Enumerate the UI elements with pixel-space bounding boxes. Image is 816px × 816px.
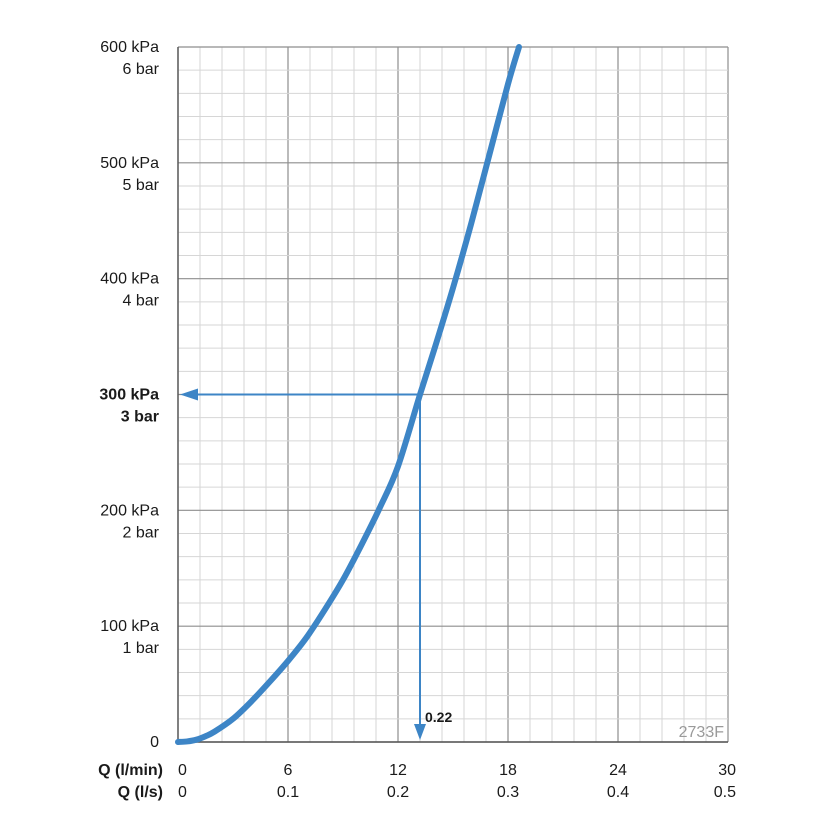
x-axis-label-ls: Q (l/s): [118, 784, 163, 801]
x-tick-label-ls: 0.3: [497, 784, 519, 801]
operating-point-annotation: 0.22: [180, 388, 452, 740]
x-tick-label-ls: 0.2: [387, 784, 409, 801]
annotation-arrowhead-down: [414, 724, 426, 740]
annotation-arrowhead-left: [180, 388, 198, 401]
x-axis-ticks: 0 6 12 18 24 30 0 0.1 0.2 0.3 0.4 0.5: [178, 762, 736, 801]
x-tick-label-ls: 0.5: [714, 784, 736, 801]
y-tick-label-kpa: 100 kPa: [100, 618, 159, 635]
x-tick-label-lmin: 12: [389, 762, 407, 779]
series-layer: [175, 44, 522, 745]
x-tick-label-ls: 0: [178, 784, 187, 801]
chart-watermark: 2733F: [679, 724, 725, 741]
chart-grid: [177, 46, 729, 743]
y-tick-label-kpa: 0: [150, 734, 159, 751]
x-tick-label-lmin: 30: [718, 762, 736, 779]
x-axis-label-lmin: Q (l/min): [98, 762, 163, 779]
y-tick-label-kpa: 500 kPa: [100, 155, 159, 172]
y-tick-label-bar: 5 bar: [123, 177, 160, 194]
x-tick-label-lmin: 24: [609, 762, 627, 779]
y-tick-label-kpa: 600 kPa: [100, 39, 159, 56]
y-tick-label-kpa: 200 kPa: [100, 502, 159, 519]
y-axis-ticks: 0 100 kPa 1 bar 200 kPa 2 bar 300 kPa 3 bar 400…: [99, 39, 159, 751]
y-tick-label-kpa: 400 kPa: [100, 271, 159, 288]
y-tick-label-bar: 2 bar: [123, 524, 160, 541]
x-tick-label-lmin: 18: [499, 762, 517, 779]
y-tick-label-bar: 4 bar: [123, 293, 160, 310]
x-tick-label-lmin: 0: [178, 762, 187, 779]
pressure-flow-curve: [175, 44, 522, 745]
y-tick-label-bar: 1 bar: [123, 640, 160, 657]
x-tick-label-ls: 0.4: [607, 784, 629, 801]
y-tick-label-bar: 3 bar: [121, 409, 159, 426]
x-tick-label-ls: 0.1: [277, 784, 299, 801]
annotation-label: 0.22: [425, 709, 452, 725]
y-tick-label-kpa: 300 kPa: [99, 387, 159, 404]
x-tick-label-lmin: 6: [284, 762, 293, 779]
y-tick-label-bar: 6 bar: [123, 61, 160, 78]
